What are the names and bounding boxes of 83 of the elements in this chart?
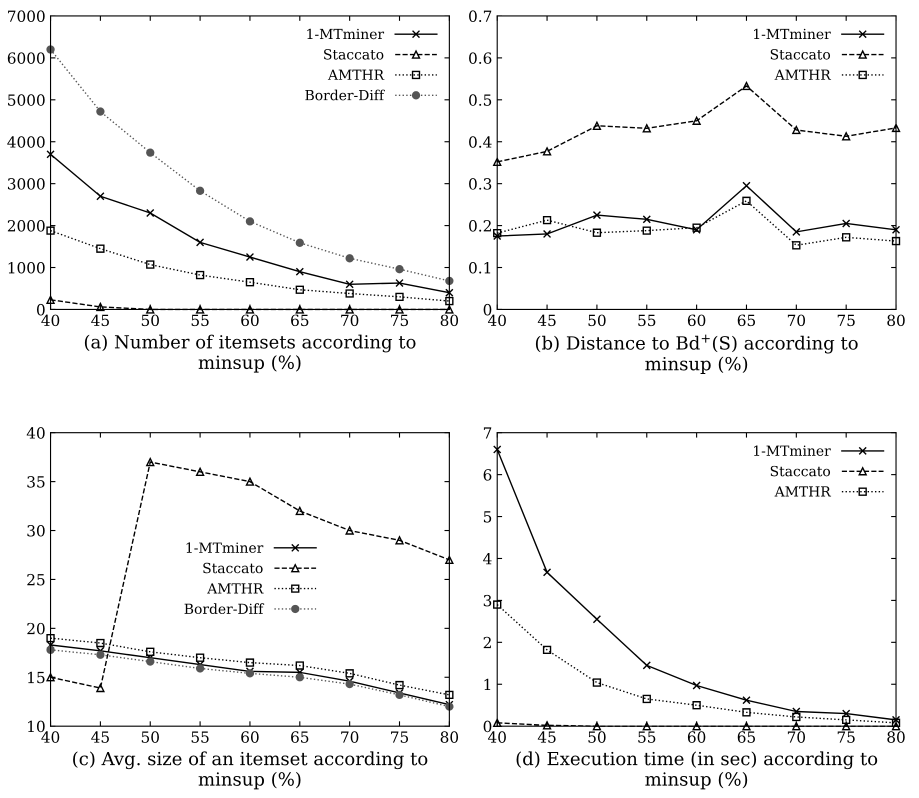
y-tick-label: 6 xyxy=(484,469,492,481)
x-tick-label: 65 xyxy=(738,314,756,326)
legend-label: Staccato xyxy=(203,562,263,574)
x-tick-label: 60 xyxy=(241,731,259,743)
x-axis-title: (b) Distance to Bd$^{+}$(S) according to minsup (%) xyxy=(536,334,858,374)
x-tick-label: 45 xyxy=(91,314,109,326)
x-axis-title: (a) Number of itemsets according to minsup (%) xyxy=(84,334,416,373)
y-tick-label: 30 xyxy=(27,524,45,537)
x-tick-label: 65 xyxy=(291,731,308,743)
y-tick-label: 0.1 xyxy=(469,262,490,274)
y-tick-label: 0.7 xyxy=(469,10,492,22)
y-tick-label: 4 xyxy=(483,552,492,564)
y-tick-label: 20 xyxy=(27,622,45,634)
x-tick-label: 55 xyxy=(638,314,656,326)
x-tick-label: 75 xyxy=(391,314,408,326)
legend-label: Staccato xyxy=(770,466,830,476)
x-tick-label: 45 xyxy=(538,731,556,743)
x-tick-label: 70 xyxy=(341,731,358,743)
legend-label: AMTHR xyxy=(774,486,832,497)
x-tick-label: 70 xyxy=(788,314,806,326)
y-tick-label: 25 xyxy=(27,574,45,586)
legend-label: Staccato xyxy=(324,49,384,60)
legend-label: 1-MTminer xyxy=(754,445,831,456)
x-tick-label: 80 xyxy=(887,731,905,743)
x-axis-title: (c) Avg. size of an itemset according to minsup (%) xyxy=(73,751,428,790)
x-tick-label: 55 xyxy=(638,732,656,743)
y-tick-label: 0 xyxy=(36,304,45,316)
x-tick-label: 70 xyxy=(341,314,358,326)
y-tick-label: 0.2 xyxy=(469,220,491,232)
legend-label: Border-Diff xyxy=(184,603,264,614)
x-tick-label: 40 xyxy=(41,731,60,743)
y-tick-label: 35 xyxy=(27,476,45,488)
x-tick-label: 45 xyxy=(91,731,109,743)
x-tick-label: 50 xyxy=(588,314,606,326)
x-tick-label: 75 xyxy=(391,732,408,743)
legend-label: Staccato xyxy=(770,49,830,60)
x-tick-label: 80 xyxy=(440,314,458,326)
x-tick-label: 40 xyxy=(41,314,60,326)
x-tick-label: 75 xyxy=(838,314,855,326)
y-tick-label: 0.6 xyxy=(469,52,492,64)
x-tick-label: 45 xyxy=(538,314,556,326)
y-tick-label: 10 xyxy=(28,720,45,732)
y-tick-label: 2000 xyxy=(8,220,45,232)
y-tick-label: 1 xyxy=(484,678,490,690)
y-tick-label: 0.4 xyxy=(469,136,492,148)
y-tick-label: 7000 xyxy=(8,10,45,22)
legend-label: 1-MTminer xyxy=(754,28,831,40)
y-tick-label: 0.3 xyxy=(469,178,492,190)
legend-label: AMTHR xyxy=(207,583,264,594)
y-tick-label: 0 xyxy=(484,304,492,316)
x-tick-label: 75 xyxy=(838,732,855,743)
x-tick-label: 60 xyxy=(688,731,706,743)
x-tick-label: 60 xyxy=(688,314,706,326)
legend-label: 1-MTminer xyxy=(186,542,264,553)
legend-label: AMTHR xyxy=(328,70,384,80)
x-tick-label: 55 xyxy=(192,732,209,743)
x-tick-label: 55 xyxy=(192,314,209,326)
y-tick-label: 2 xyxy=(484,636,491,648)
x-tick-label: 70 xyxy=(788,731,806,743)
legend-label: Border-Diff xyxy=(305,90,385,100)
x-axis-title: (d) Execution time (in sec) according to minsup (%) xyxy=(516,751,878,790)
x-tick-label: 50 xyxy=(142,731,159,743)
x-tick-label: 65 xyxy=(291,314,308,326)
y-tick-label: 6000 xyxy=(8,52,45,64)
legend-label: AMTHR xyxy=(774,70,832,80)
y-tick-label: 15 xyxy=(28,672,45,684)
legend-label: 1-MTminer xyxy=(307,28,384,40)
y-tick-label: 7 xyxy=(484,427,492,439)
y-tick-label: 0.5 xyxy=(469,94,492,106)
y-tick-label: 40 xyxy=(26,427,45,439)
x-tick-label: 50 xyxy=(588,731,606,743)
y-tick-label: 3 xyxy=(484,594,492,606)
x-tick-label: 80 xyxy=(887,314,905,326)
x-tick-label: 50 xyxy=(142,314,159,326)
y-tick-label: 3000 xyxy=(8,178,45,190)
y-tick-label: 5 xyxy=(484,511,492,523)
y-tick-label: 1000 xyxy=(8,262,45,274)
x-tick-label: 80 xyxy=(440,731,458,743)
x-tick-label: 65 xyxy=(738,731,756,743)
y-tick-label: 0 xyxy=(484,720,492,732)
y-tick-label: 5000 xyxy=(8,94,45,106)
y-tick-label: 4000 xyxy=(7,136,45,148)
x-tick-label: 60 xyxy=(241,314,259,326)
